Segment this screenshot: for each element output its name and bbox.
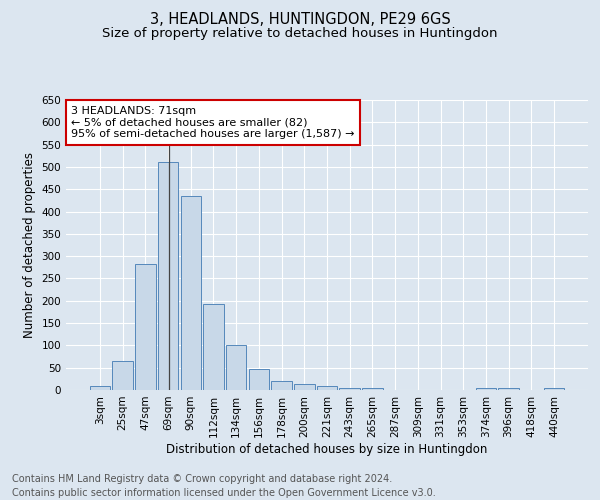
Bar [203,304,224,390]
Bar [317,386,337,390]
Bar [499,388,519,390]
Bar [362,388,383,390]
Bar [271,381,292,390]
Text: Distribution of detached houses by size in Huntingdon: Distribution of detached houses by size … [166,442,488,456]
Text: Size of property relative to detached houses in Huntingdon: Size of property relative to detached ho… [102,28,498,40]
Bar [158,162,178,390]
Bar [226,346,247,390]
Bar [476,388,496,390]
Bar [112,361,133,390]
Bar [248,369,269,390]
Bar [544,388,564,390]
Bar [340,388,360,390]
Text: Contains HM Land Registry data © Crown copyright and database right 2024.
Contai: Contains HM Land Registry data © Crown c… [12,474,436,498]
Text: 3, HEADLANDS, HUNTINGDON, PE29 6GS: 3, HEADLANDS, HUNTINGDON, PE29 6GS [149,12,451,28]
Bar [294,384,314,390]
Bar [90,386,110,390]
Bar [135,264,155,390]
Bar [181,196,201,390]
Y-axis label: Number of detached properties: Number of detached properties [23,152,36,338]
Text: 3 HEADLANDS: 71sqm
← 5% of detached houses are smaller (82)
95% of semi-detached: 3 HEADLANDS: 71sqm ← 5% of detached hous… [71,106,355,139]
